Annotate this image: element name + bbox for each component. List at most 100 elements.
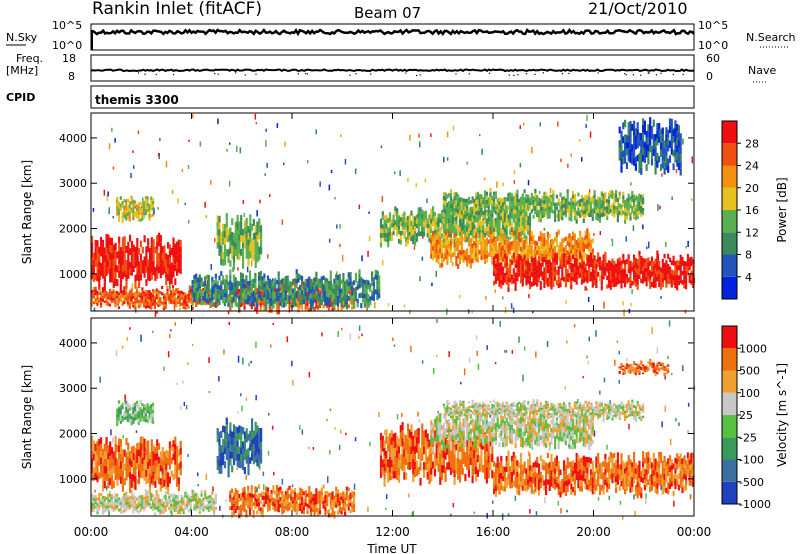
power-echo-cell (604, 271, 607, 276)
power-scatter-cell (673, 127, 675, 131)
power-echo-cell (383, 228, 386, 233)
velocity-echo-cell (163, 479, 166, 487)
power-echo-cell (659, 149, 663, 157)
velocity-scatter-cell (170, 329, 172, 332)
power-echo-cell (489, 227, 492, 232)
power-echo-cell (586, 233, 589, 239)
power-echo-cell (478, 193, 481, 199)
power-echo-cell (620, 269, 623, 275)
power-echo-cell (484, 239, 487, 245)
power-echo-cell (530, 272, 533, 277)
power-echo-cell (602, 271, 605, 276)
power-echo-cell (591, 212, 594, 217)
power-scatter-cell (142, 197, 144, 204)
power-echo-cell (622, 199, 625, 204)
power-echo-cell (248, 291, 252, 297)
power-echo-cell (108, 291, 112, 295)
power-echo-cell (132, 304, 135, 308)
power-echo-cell (150, 196, 153, 200)
power-echo-cell (442, 243, 445, 248)
power-echo-cell (507, 272, 510, 278)
power-echo-cell (263, 297, 266, 302)
power-echo-cell (600, 275, 603, 281)
power-echo-cell (634, 208, 637, 213)
power-echo-cell (521, 209, 524, 214)
velocity-scatter-cell (392, 337, 394, 342)
power-echo-cell (650, 266, 654, 272)
power-echo-cell (448, 209, 451, 214)
power-echo-cell (258, 218, 261, 226)
power-echo-cell (471, 216, 474, 222)
velocity-echo-cell (157, 463, 161, 471)
power-echo-cell (559, 214, 562, 220)
power-echo-cell (534, 188, 537, 194)
power-echo-cell (618, 211, 621, 215)
power-echo-cell (449, 219, 453, 224)
velocity-echo-cell (150, 475, 153, 483)
power-echo-cell (272, 286, 275, 291)
power-echo-cell (642, 270, 645, 276)
power-echo-cell (620, 165, 623, 173)
power-echo-cell (496, 234, 499, 240)
power-echo-cell (335, 274, 338, 280)
power-echo-cell (193, 297, 196, 302)
power-echo-cell (642, 118, 645, 126)
power-echo-cell (202, 300, 205, 305)
power-echo-cell (485, 245, 488, 251)
power-echo-cell (649, 117, 652, 125)
power-echo-cell (668, 266, 672, 271)
power-echo-cell (588, 232, 591, 238)
power-echo-cell (424, 219, 427, 224)
power-echo-cell (301, 299, 304, 305)
velocity-echo-cell (127, 456, 130, 464)
power-echo-cell (510, 274, 514, 280)
power-echo-cell (399, 235, 402, 240)
power-echo-cell (534, 245, 537, 250)
power-echo-cell (609, 265, 612, 271)
power-echo-cell (536, 209, 539, 214)
power-echo-cell (545, 269, 548, 275)
power-echo-cell (480, 255, 483, 260)
power-echo-cell (121, 265, 124, 273)
power-echo-cell (640, 167, 643, 175)
power-echo-cell (460, 255, 463, 261)
power-echo-cell (588, 268, 591, 273)
power-echo-cell (415, 214, 418, 220)
power-echo-cell (170, 290, 173, 293)
power-echo-cell (423, 221, 426, 227)
power-colorbar-label: Power [dB] (775, 177, 789, 242)
velocity-echo-cell (92, 467, 95, 475)
power-echo-cell (245, 275, 248, 281)
power-echo-cell (546, 211, 549, 215)
velocity-scatter-cell (687, 402, 690, 407)
power-echo-cell (557, 229, 560, 235)
power-echo-cell (313, 277, 316, 282)
power-echo-cell (658, 156, 661, 163)
power-echo-cell (505, 280, 508, 285)
power-echo-cell (116, 303, 119, 307)
power-echo-cell (127, 256, 130, 264)
power-echo-cell (333, 288, 336, 294)
power-echo-cell (232, 288, 235, 293)
velocity-scatter-cell (163, 366, 165, 371)
power-echo-cell (318, 289, 322, 294)
power-echo-cell (223, 224, 227, 231)
power-echo-cell (145, 266, 148, 273)
power-echo-cell (466, 198, 469, 203)
power-echo-cell (223, 230, 227, 238)
velocity-echo-cell (156, 453, 159, 460)
power-echo-cell (123, 236, 126, 243)
power-echo-cell (473, 255, 476, 261)
power-echo-cell (679, 147, 682, 155)
power-echo-cell (534, 275, 537, 281)
velocity-scatter-cell (174, 322, 176, 326)
velocity-echo-cell (121, 484, 124, 492)
power-echo-cell (518, 236, 521, 242)
power-echo-cell (117, 300, 121, 304)
power-echo-cell (304, 279, 307, 284)
power-echo-cell (591, 264, 594, 269)
power-echo-cell (214, 301, 217, 305)
power-echo-cell (568, 233, 571, 239)
power-echo-cell (572, 191, 575, 195)
power-echo-cell (514, 214, 517, 219)
